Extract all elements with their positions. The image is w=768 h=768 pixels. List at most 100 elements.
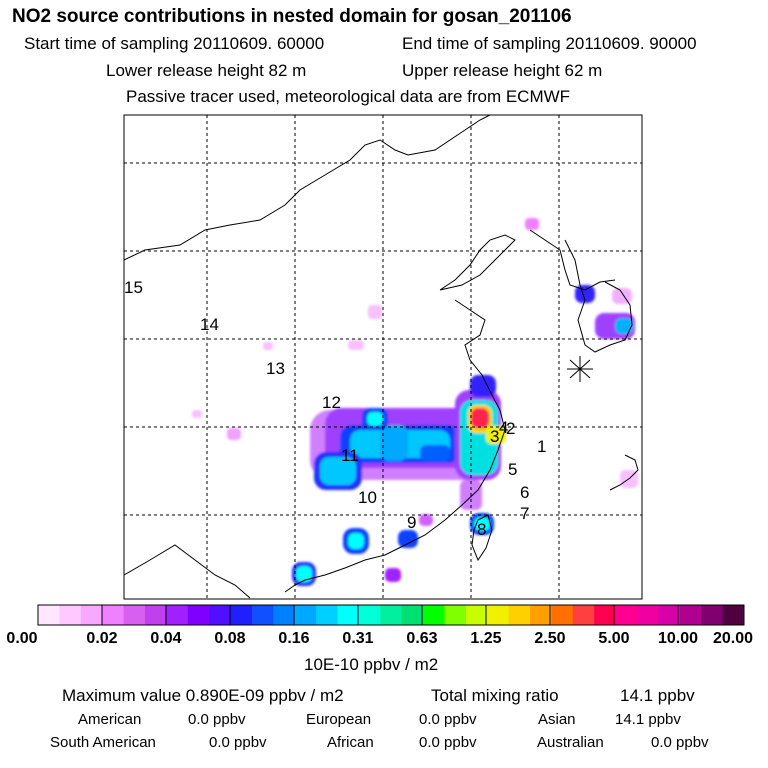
field-south-blob-4: [385, 568, 401, 582]
colorbar-swatch: [102, 605, 125, 625]
colorbar-swatch: [316, 605, 339, 625]
colorbar-swatch: [80, 605, 103, 625]
colorbar-swatch: [658, 605, 681, 625]
colorbar-swatch: [615, 605, 638, 625]
colorbar-swatch: [487, 605, 510, 625]
field-patch-1: [525, 218, 539, 230]
field-patch-3: [348, 340, 364, 350]
field-southwest-core: [296, 566, 312, 582]
asian-label: Asian: [538, 711, 576, 728]
border-southwest: [123, 544, 251, 599]
upper-release-height: Upper release height 62 m: [402, 61, 603, 80]
colorbar-swatch: [294, 605, 317, 625]
region-label-5: 5: [508, 460, 517, 479]
colorbar-swatch: [637, 605, 659, 625]
field-south-blob-2: [398, 530, 418, 548]
field-west-cyan: [320, 457, 356, 485]
total-mixing-ratio-label: Total mixing ratio: [431, 686, 559, 705]
colorbar-swatch: [251, 605, 274, 625]
european-label: European: [306, 711, 372, 728]
coast-japan: [609, 454, 639, 491]
colorbar-tick-7: 1.25: [470, 630, 502, 647]
field-korea-haze: [612, 288, 632, 304]
asian-value: 14.1 ppbv: [615, 711, 681, 728]
colorbar-swatch: [187, 605, 210, 625]
colorbar-swatch: [144, 605, 167, 625]
colorbar-swatch: [508, 605, 531, 625]
field-patch-5: [227, 428, 241, 440]
colorbar-swatch: [530, 605, 552, 625]
field-center-cyan: [380, 425, 408, 461]
coast-china-east: [284, 299, 506, 593]
colorbar-swatch: [722, 605, 745, 625]
colorbar-swatch: [594, 605, 617, 625]
colorbar-outline: [37, 604, 745, 626]
colorbar-swatch: [551, 605, 574, 625]
colorbar-tick-8: 2.50: [534, 630, 566, 647]
european-value: 0.0 ppbv: [419, 711, 477, 728]
coast-bohai: [439, 234, 516, 291]
colorbar-swatch: [230, 605, 253, 625]
region-label-2: 2: [506, 419, 515, 438]
border-mongolia: [123, 114, 491, 261]
coastlines: [123, 114, 639, 599]
field-patch-6: [192, 410, 202, 418]
colorbar-tick-11: 20.00: [712, 630, 754, 647]
south-american-label: South American: [50, 734, 156, 751]
region-label-3: 3: [490, 427, 499, 446]
colorbar-swatch: [123, 605, 146, 625]
region-label-15: 15: [124, 278, 143, 297]
field-north-cyan: [367, 412, 383, 426]
field-korea-cyan: [615, 318, 633, 334]
concentration-field: [192, 218, 638, 586]
coast-taiwan: [471, 514, 493, 562]
colorbar-tick-1: 0.02: [86, 630, 118, 647]
region-label-14: 14: [200, 315, 219, 334]
gosan-receptor-star-icon: [567, 356, 593, 382]
region-label-8: 8: [477, 520, 486, 539]
colorbar-swatch: [423, 605, 445, 625]
region-label-1: 1: [537, 437, 546, 456]
australian-value: 0.0 ppbv: [651, 734, 709, 751]
field-patch-2: [368, 305, 382, 319]
colorbar-swatch: [401, 605, 424, 625]
colorbar-swatch: [380, 605, 403, 625]
field-center-blue: [420, 445, 450, 461]
field-south-blob-3: [419, 514, 433, 526]
colorbar-swatch: [701, 605, 724, 625]
field-north-east-blue: [470, 375, 496, 397]
region-label-4: 4: [499, 418, 508, 437]
colorbar-swatch: [444, 605, 467, 625]
african-value: 0.0 ppbv: [419, 734, 477, 751]
colorbar-swatch: [273, 605, 296, 625]
total-mixing-ratio-value: 14.1 ppbv: [620, 686, 695, 705]
colorbar-tick-4: 0.16: [278, 630, 310, 647]
colorbar-tick-2: 0.04: [150, 630, 182, 647]
colorbar-unit: 10E-10 ppbv / m2: [304, 655, 439, 674]
colorbar-swatch: [59, 605, 82, 625]
maximum-value: Maximum value 0.890E-09 ppbv / m2: [62, 686, 344, 705]
field-hotspot-red: [471, 408, 489, 428]
field-east-yellow2: [486, 426, 506, 444]
australian-label: Australian: [537, 734, 604, 751]
colorbar-tick-5: 0.31: [342, 630, 374, 647]
sampling-start-time: Start time of sampling 20110609. 60000: [24, 34, 325, 53]
american-label: American: [78, 711, 142, 728]
american-value: 0.0 ppbv: [188, 711, 246, 728]
sampling-end-time: End time of sampling 20110609. 90000: [402, 34, 697, 53]
field-korea-north: [575, 285, 595, 303]
colorbar-swatch: [358, 605, 381, 625]
colorbar-swatch: [572, 605, 595, 625]
field-south-blob-1-core: [348, 533, 364, 549]
colorbar-swatch: [209, 605, 232, 625]
colorbar-swatch: [337, 605, 360, 625]
region-label-13: 13: [266, 359, 285, 378]
region-label-6: 6: [520, 483, 529, 502]
region-label-7: 7: [520, 504, 529, 523]
south-american-value: 0.0 ppbv: [209, 734, 267, 751]
tracer-note: Passive tracer used, meteorological data…: [126, 87, 571, 106]
colorbar-tick-3: 0.08: [214, 630, 246, 647]
colorbar-tick-6: 0.63: [406, 630, 438, 647]
colorbar-swatch: [465, 605, 488, 625]
